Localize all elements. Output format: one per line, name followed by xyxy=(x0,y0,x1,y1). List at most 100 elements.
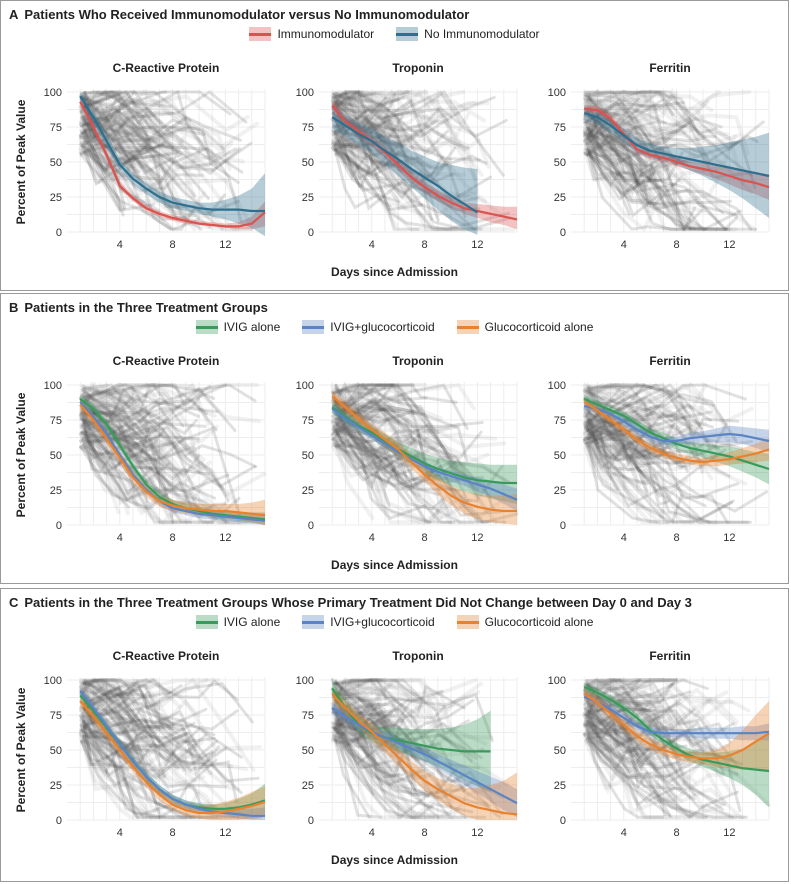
x-tick-label: 4 xyxy=(621,532,627,544)
trajectory xyxy=(330,701,367,734)
trajectory xyxy=(83,391,199,459)
trajectory xyxy=(333,735,429,793)
trajectory xyxy=(332,678,446,720)
trajectory xyxy=(585,382,643,392)
trajectory xyxy=(334,95,424,183)
trajectory xyxy=(584,410,711,467)
trajectory xyxy=(79,688,140,749)
trajectory xyxy=(334,382,428,389)
trajectory xyxy=(334,387,386,396)
trajectory xyxy=(584,439,626,491)
trajectory xyxy=(583,432,646,457)
trajectory xyxy=(82,719,197,820)
trajectory xyxy=(586,136,738,232)
trajectory xyxy=(331,113,387,136)
trajectory xyxy=(334,141,452,218)
x-tick-label: 8 xyxy=(674,239,680,251)
trajectory xyxy=(333,681,484,714)
series-line xyxy=(331,407,518,501)
trajectory xyxy=(81,678,210,763)
trajectory xyxy=(331,94,496,139)
trajectory xyxy=(584,717,687,791)
trajectory xyxy=(333,717,478,760)
trajectory xyxy=(586,383,716,428)
trajectory xyxy=(79,90,168,115)
trajectory xyxy=(83,383,218,432)
y-tick-label: 0 xyxy=(560,227,566,239)
trajectory xyxy=(583,677,734,705)
trajectory xyxy=(330,691,392,719)
trajectory xyxy=(82,685,180,770)
trajectory xyxy=(81,386,237,451)
trajectory xyxy=(583,733,672,814)
trajectory xyxy=(81,96,232,171)
trajectory xyxy=(78,431,121,515)
trajectory xyxy=(584,120,759,164)
trajectory xyxy=(331,88,462,148)
trajectory xyxy=(585,148,686,231)
y-tick-label: 25 xyxy=(302,485,314,497)
trajectory xyxy=(585,678,682,761)
y-tick-label: 25 xyxy=(50,485,62,497)
trajectory xyxy=(83,687,153,728)
legend-item: Glucocorticoid alone xyxy=(456,615,593,629)
trajectory xyxy=(83,705,168,821)
trajectory xyxy=(334,389,481,489)
confidence-band xyxy=(584,394,769,485)
trajectory xyxy=(330,678,386,692)
trajectory xyxy=(586,390,705,436)
panel-a: A Patients Who Received Immunomodulator v… xyxy=(0,0,789,291)
trajectory xyxy=(82,139,253,232)
panel-a-title: A Patients Who Received Immunomodulator v… xyxy=(9,7,469,22)
trajectory xyxy=(334,100,399,156)
y-tick-label: 75 xyxy=(554,415,566,427)
trajectory xyxy=(82,132,144,174)
trajectory xyxy=(333,89,467,151)
trajectory xyxy=(82,682,248,782)
series-line xyxy=(331,693,518,816)
patient-trajectories xyxy=(330,381,519,526)
trajectory xyxy=(331,90,364,100)
trajectory xyxy=(83,682,193,773)
trajectory xyxy=(334,444,432,524)
trajectory xyxy=(83,433,165,467)
trajectory xyxy=(335,723,383,819)
trajectory xyxy=(331,398,426,416)
trajectory xyxy=(582,387,754,428)
trajectory xyxy=(333,383,416,395)
trajectory xyxy=(582,678,679,700)
trajectory xyxy=(584,720,739,804)
trajectory xyxy=(83,431,119,474)
trajectory xyxy=(82,90,242,142)
trajectory xyxy=(332,683,406,727)
trajectory xyxy=(585,92,657,194)
trajectory xyxy=(333,116,409,169)
trajectory xyxy=(81,116,152,171)
trajectory xyxy=(80,384,171,508)
trajectory xyxy=(584,739,675,804)
trajectory xyxy=(583,445,620,492)
trajectory xyxy=(585,420,711,524)
trajectory xyxy=(78,396,134,456)
trajectory xyxy=(586,707,647,712)
trajectory xyxy=(582,133,655,176)
legend-swatch xyxy=(396,27,419,41)
trajectory xyxy=(333,146,403,178)
trajectory xyxy=(78,89,133,114)
trajectory xyxy=(83,407,230,493)
trajectory xyxy=(82,391,202,474)
trajectory xyxy=(332,90,406,160)
subplot-2: Troponin 0 25 50 75 100 4 8 12 xyxy=(296,649,518,839)
trajectory xyxy=(79,122,183,215)
trajectory xyxy=(583,678,654,707)
trajectory xyxy=(79,677,137,701)
trajectory xyxy=(81,424,170,517)
trajectory xyxy=(81,701,185,788)
trajectory xyxy=(586,147,753,231)
trajectory xyxy=(83,383,212,419)
trajectory xyxy=(583,409,720,451)
trajectory xyxy=(587,115,634,162)
trajectory xyxy=(335,431,492,499)
subplot-title: C-Reactive Protein xyxy=(113,61,220,75)
confidence-band xyxy=(332,390,517,525)
